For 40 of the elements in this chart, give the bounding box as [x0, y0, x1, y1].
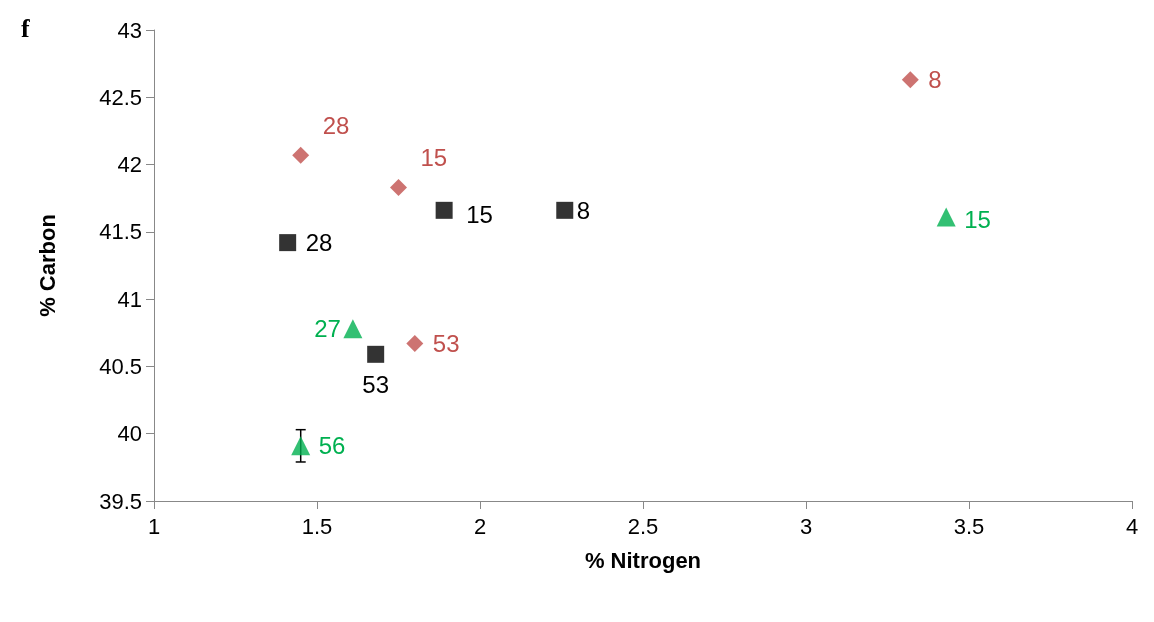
- y-tick-label: 41: [117, 286, 142, 312]
- annotation: 15: [964, 205, 991, 233]
- x-tick-label: 2.5: [627, 513, 659, 539]
- annotation: 56: [318, 432, 346, 460]
- point: [291, 436, 311, 456]
- x-tick-label: 3: [799, 513, 813, 539]
- y-axis-title: % Carbon: [34, 214, 60, 317]
- annotation: 15: [466, 200, 493, 228]
- annotation: 28: [305, 229, 333, 257]
- point: [292, 146, 310, 164]
- annotation: 8: [576, 196, 591, 224]
- point: [367, 345, 385, 363]
- chart-title: f: [21, 13, 30, 43]
- point: [936, 207, 956, 227]
- x-tick-label: 2: [473, 513, 487, 539]
- point: [901, 71, 919, 89]
- annotation: 15: [420, 143, 448, 171]
- point: [556, 201, 574, 219]
- x-tick-label: 1.5: [301, 513, 333, 539]
- y-tick-label: 40: [117, 421, 142, 447]
- annotation: 28: [322, 111, 350, 139]
- y-tick-label: 42: [117, 152, 142, 178]
- point: [343, 319, 363, 339]
- x-axis-title: % Nitrogen: [584, 547, 702, 573]
- annotation: 8: [928, 66, 942, 94]
- annotation: 27: [314, 315, 341, 343]
- x-tick-label: 3.5: [953, 513, 985, 539]
- annotation: 53: [362, 370, 390, 398]
- point: [279, 234, 297, 252]
- point: [390, 178, 407, 196]
- x-tick-label: 1: [147, 513, 161, 539]
- y-tick-label: 40.5: [99, 353, 142, 379]
- annotation: 53: [432, 330, 460, 358]
- point: [406, 335, 424, 353]
- x-tick-label: 4: [1125, 513, 1139, 539]
- point: [435, 201, 453, 219]
- y-tick-label: 39.5: [99, 488, 142, 514]
- y-tick-label: 43: [117, 17, 142, 43]
- y-tick-label: 41.5: [99, 219, 142, 245]
- y-tick-label: 42.5: [99, 84, 142, 110]
